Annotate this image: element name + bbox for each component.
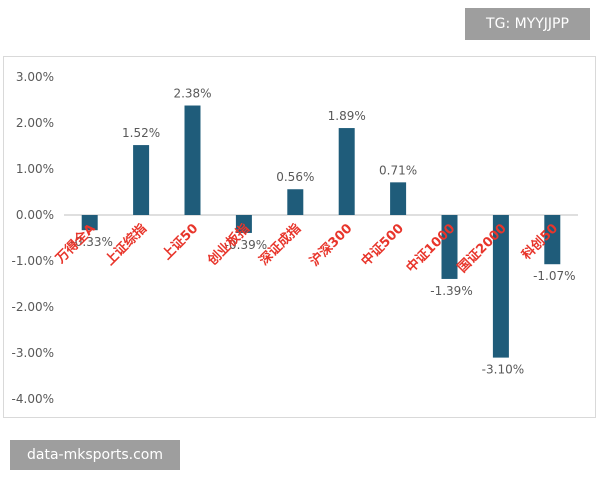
y-tick-label: 0.00% — [16, 208, 54, 222]
bar — [235, 215, 252, 233]
data-label: -1.07% — [533, 269, 575, 283]
y-tick-label: 3.00% — [16, 70, 54, 84]
y-axis-labels: 3.00% 2.00% 1.00% 0.00% -1.00% -2.00% -3.00% -4… — [12, 70, 54, 406]
bar — [133, 145, 150, 215]
bar — [184, 105, 201, 215]
y-tick-label: -2.00% — [12, 300, 54, 314]
data-label: -3.10% — [482, 363, 524, 377]
y-tick-label: -1.00% — [12, 254, 54, 268]
y-tick-label: 1.00% — [16, 162, 54, 176]
category-label: 上证50 — [160, 221, 202, 263]
y-tick-label: -4.00% — [12, 392, 54, 406]
bars — [81, 105, 561, 358]
data-label: 2.38% — [173, 87, 211, 101]
data-label: 1.89% — [328, 109, 366, 123]
watermark-top: TG: MYYJJPP — [465, 8, 590, 40]
y-tick-label: 2.00% — [16, 116, 54, 130]
bar — [441, 215, 458, 279]
category-labels: 万得全A 上证综指 上证50 创业板指 深证成指 沪深300 中证500中证1000国证20… — [52, 221, 561, 276]
bar — [390, 182, 407, 215]
bar — [492, 215, 509, 358]
watermark-bottom: data-mksports.com — [10, 440, 180, 470]
bar — [81, 215, 98, 231]
data-label: 1.52% — [122, 126, 160, 140]
data-label: -0.33% — [70, 235, 112, 249]
y-tick-label: -3.00% — [12, 346, 54, 360]
category-label: 中证500 — [358, 221, 407, 270]
data-label: 0.56% — [276, 170, 314, 184]
bar — [338, 128, 355, 215]
bar — [544, 215, 561, 265]
data-label: 0.71% — [379, 163, 417, 177]
data-labels: -0.33% 1.52% 2.38% -0.39% 0.56% 1.89% 0.71% -1.… — [70, 87, 575, 377]
data-label: -1.39% — [430, 284, 472, 298]
data-label: -0.39% — [225, 238, 267, 252]
category-label: 沪深300 — [307, 221, 356, 270]
bar — [287, 189, 304, 215]
